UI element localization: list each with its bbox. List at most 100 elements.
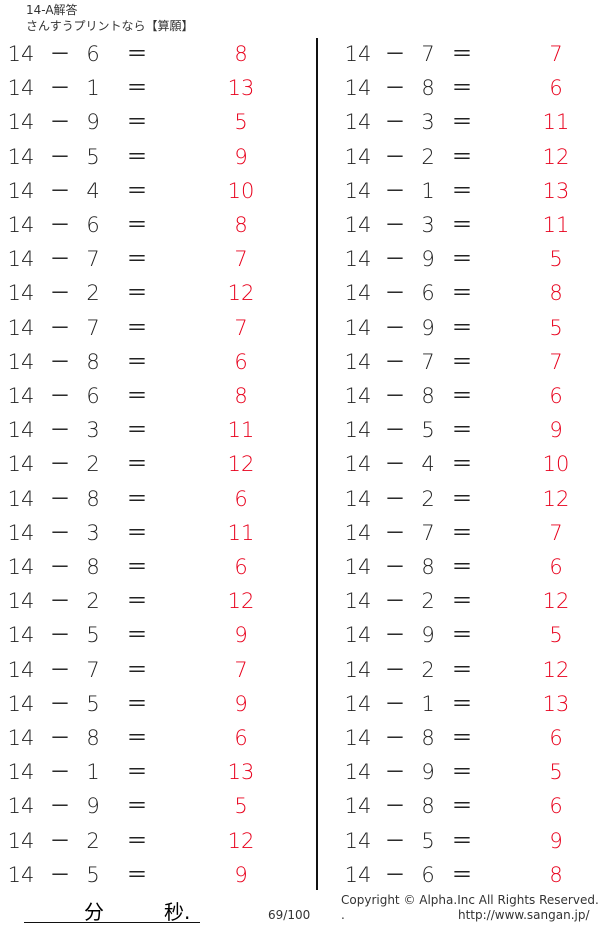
minus-sign: － [384, 760, 406, 785]
minus-sign: － [384, 555, 406, 579]
problem-row: 14 － 6 ＝ 8 [0, 381, 600, 411]
minus-sign: － [49, 657, 71, 682]
equals-sign: ＝ [451, 384, 473, 408]
problem-row: 14 － 3 ＝ 11 [0, 107, 600, 137]
site-url[interactable]: http://www.sangan.jp/ [458, 908, 590, 922]
equals-sign: ＝ [126, 110, 148, 135]
problem-row: 14 － 9 ＝ 5 [0, 791, 600, 821]
subtrahend: 8 [421, 794, 435, 819]
answer: 6 [234, 555, 248, 579]
problem-row: 14 － 2 ＝ 12 [0, 142, 600, 172]
equals-sign: ＝ [451, 452, 473, 477]
subtrahend: 3 [421, 110, 435, 135]
minuend: 14 [344, 520, 372, 545]
subtrahend: 7 [421, 520, 435, 545]
subtrahend: 8 [421, 555, 435, 579]
column-divider [316, 38, 318, 890]
minus-sign: － [384, 623, 406, 648]
subtrahend: 7 [421, 349, 435, 374]
answer: 13 [227, 76, 255, 101]
equals-sign: ＝ [451, 589, 473, 614]
equals-sign: ＝ [126, 657, 148, 682]
subtrahend: 8 [86, 726, 100, 750]
subtrahend: 2 [86, 281, 100, 306]
answer: 6 [549, 76, 563, 101]
subtrahend: 7 [86, 315, 100, 340]
subtrahend: 9 [421, 247, 435, 272]
equals-sign: ＝ [451, 555, 473, 579]
subtrahend: 4 [421, 452, 435, 477]
equals-sign: ＝ [451, 828, 473, 853]
equals-sign: ＝ [451, 486, 473, 511]
problem-row: 14 － 5 ＝ 9 [0, 860, 600, 890]
footer-dot: . [341, 908, 345, 922]
minus-sign: － [49, 42, 71, 66]
minus-sign: － [49, 315, 71, 340]
subtrahend: 7 [86, 657, 100, 682]
equals-sign: ＝ [126, 384, 148, 408]
minus-sign: － [384, 418, 406, 443]
minuend: 14 [7, 828, 35, 853]
minuend: 14 [344, 178, 372, 203]
answer: 9 [549, 828, 563, 853]
answer: 6 [234, 486, 248, 511]
subtrahend: 5 [421, 418, 435, 443]
equals-sign: ＝ [451, 42, 473, 66]
equals-sign: ＝ [451, 760, 473, 785]
subtrahend: 6 [86, 213, 100, 237]
problem-row: 14 － 7 ＝ 7 [0, 244, 600, 274]
equals-sign: ＝ [126, 452, 148, 477]
minuend: 14 [344, 281, 372, 306]
equals-sign: ＝ [451, 247, 473, 272]
problem-row: 14 － 9 ＝ 5 [0, 757, 600, 787]
answer: 12 [227, 452, 255, 477]
equals-sign: ＝ [126, 349, 148, 374]
answer: 7 [549, 520, 563, 545]
equals-sign: ＝ [451, 726, 473, 750]
minuend: 14 [344, 760, 372, 785]
minus-sign: － [384, 144, 406, 169]
problem-row: 14 － 1 ＝ 13 [0, 689, 600, 719]
answer: 13 [227, 760, 255, 785]
minuend: 14 [7, 794, 35, 819]
minuend: 14 [344, 486, 372, 511]
answer: 5 [549, 247, 563, 272]
answer: 5 [549, 315, 563, 340]
equals-sign: ＝ [126, 144, 148, 169]
subtrahend: 8 [86, 555, 100, 579]
minuend: 14 [344, 384, 372, 408]
equals-sign: ＝ [126, 862, 148, 887]
minuend: 14 [7, 349, 35, 374]
equals-sign: ＝ [451, 657, 473, 682]
minuend: 14 [7, 213, 35, 237]
answer: 9 [234, 862, 248, 887]
equals-sign: ＝ [126, 691, 148, 716]
minus-sign: － [49, 452, 71, 477]
time-field: 分 秒. [24, 896, 200, 924]
equals-sign: ＝ [126, 486, 148, 511]
problem-row: 14 － 9 ＝ 5 [0, 313, 600, 343]
equals-sign: ＝ [451, 144, 473, 169]
problem-row: 14 － 9 ＝ 5 [0, 620, 600, 650]
subtrahend: 7 [421, 42, 435, 66]
minuend: 14 [344, 76, 372, 101]
subtrahend: 6 [421, 281, 435, 306]
subtrahend: 9 [421, 760, 435, 785]
page-number: 69/100 [268, 908, 311, 922]
minus-sign: － [384, 349, 406, 374]
equals-sign: ＝ [451, 520, 473, 545]
answer: 11 [542, 110, 570, 135]
minuend: 14 [7, 589, 35, 614]
subtrahend: 5 [86, 691, 100, 716]
subtrahend: 5 [421, 828, 435, 853]
worksheet-subtitle: さんすうプリントなら【算願】 [26, 19, 194, 33]
equals-sign: ＝ [126, 760, 148, 785]
equals-sign: ＝ [126, 555, 148, 579]
minuend: 14 [344, 555, 372, 579]
minuend: 14 [344, 110, 372, 135]
problem-row: 14 － 7 ＝ 7 [0, 655, 600, 685]
subtrahend: 4 [86, 178, 100, 203]
problem-row: 14 － 8 ＝ 6 [0, 552, 600, 582]
problem-row: 14 － 6 ＝ 8 [0, 39, 600, 69]
minuend: 14 [7, 384, 35, 408]
